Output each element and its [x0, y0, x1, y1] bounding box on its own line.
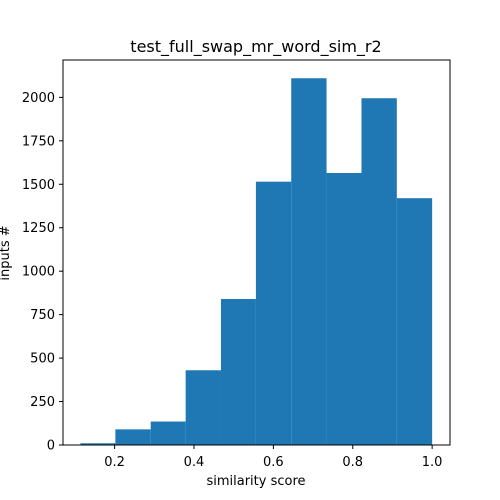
- histogram-bar-5: [220, 298, 256, 445]
- bars-group: [80, 78, 433, 446]
- y-axis-ticks: 0 250 500 750 1000 1250 1500 1750 2000: [22, 91, 63, 454]
- histogram-bar-6: [255, 181, 292, 446]
- x-tick-label: 1.0: [422, 455, 443, 470]
- histogram-bar-2: [115, 429, 151, 445]
- histogram-bar-3: [150, 421, 186, 445]
- chart-title: test_full_swap_mr_word_sim_r2: [130, 37, 381, 57]
- y-tick-label: 1500: [22, 178, 55, 193]
- histogram-bar-9: [361, 98, 397, 445]
- y-tick-label: 1250: [22, 221, 55, 236]
- plot-frame: [62, 59, 451, 446]
- x-tick-label: 0.4: [184, 455, 205, 470]
- histogram-bar-8: [326, 172, 362, 446]
- y-tick-label: 1000: [22, 265, 55, 280]
- y-tick-label: 500: [30, 352, 55, 367]
- x-tick-label: 0.6: [263, 455, 284, 470]
- y-tick-label: 2000: [22, 91, 55, 106]
- y-tick-label: 0: [47, 439, 55, 454]
- histogram-bar-10: [396, 198, 433, 445]
- histogram-bar-4: [185, 370, 221, 445]
- y-tick-label: 250: [30, 395, 55, 410]
- y-tick-label: 1750: [22, 134, 55, 149]
- x-tick-label: 0.2: [104, 455, 125, 470]
- histogram-bar-7: [291, 78, 327, 446]
- x-axis-ticks: 0.2 0.4 0.6 0.8 1.0: [104, 445, 442, 470]
- x-tick-label: 0.8: [342, 455, 363, 470]
- y-axis-label: inputs #: [0, 225, 13, 280]
- histogram-bar-1: [80, 443, 116, 445]
- y-tick-label: 750: [30, 308, 55, 323]
- x-axis-label: similarity score: [206, 474, 305, 489]
